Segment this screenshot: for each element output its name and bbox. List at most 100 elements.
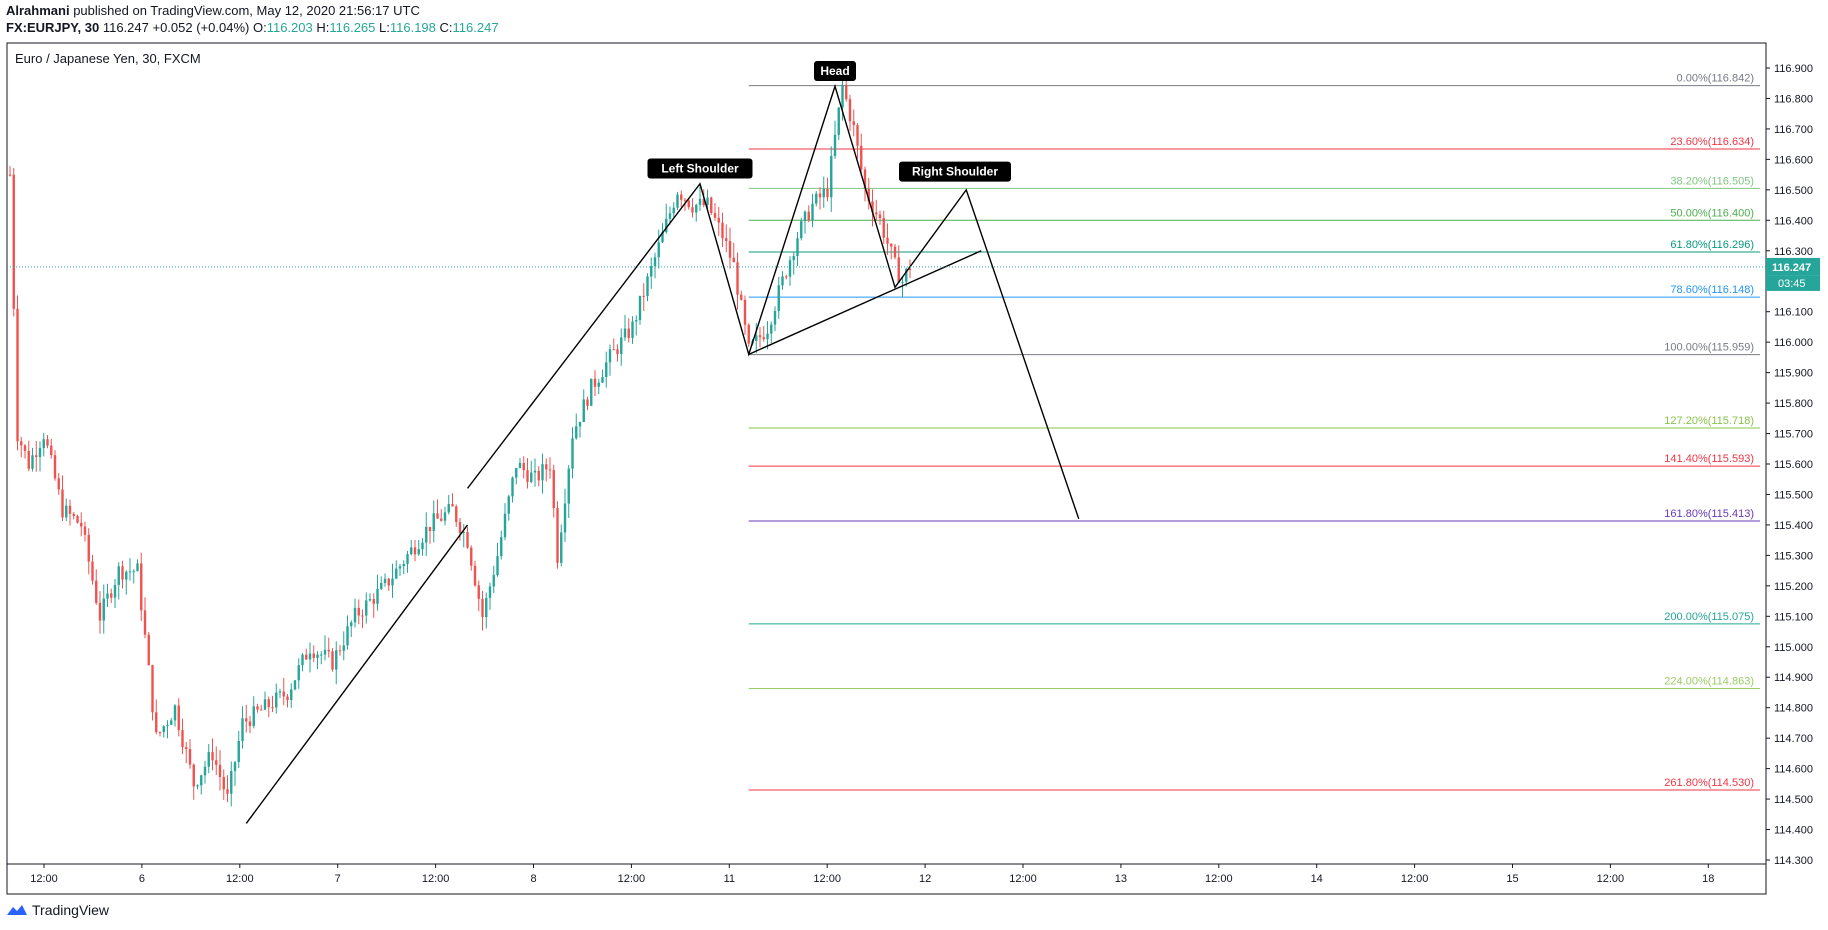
fib-label: 224.00%(114.863) [1664, 676, 1754, 688]
candle-body [72, 513, 75, 517]
candle-body [196, 785, 199, 787]
candle-body [732, 257, 735, 263]
candle-body [361, 615, 364, 617]
price-tick-label: 115.400 [1774, 520, 1813, 532]
candle-body [275, 692, 278, 708]
candle-body [263, 699, 267, 710]
candle-body [713, 213, 717, 218]
candle-body [492, 575, 495, 587]
time-axis[interactable]: 12:00 6 12:00 7 12:00 8 12:00 11 12:00 12 12:00 13 1… [30, 864, 1714, 885]
candle-body [38, 448, 42, 457]
candle-body [425, 526, 428, 543]
candle-body [80, 522, 83, 527]
candle-body [578, 421, 582, 427]
candle-body [631, 321, 634, 338]
pattern-labels: Left Shoulder Head Right Shoulder [647, 61, 1011, 182]
candle-body [605, 362, 608, 378]
candle-body [728, 241, 732, 258]
author-name[interactable]: Alrahmani [6, 3, 70, 18]
candle-body [500, 537, 503, 557]
candle-body [575, 426, 578, 439]
candle-body [860, 145, 863, 170]
price-tick-label: 116.300 [1774, 246, 1813, 258]
candle-body [207, 752, 210, 767]
candle-body [642, 295, 645, 297]
candle-body [230, 771, 233, 794]
candle-body [781, 276, 784, 286]
candle-body [421, 542, 424, 550]
candle-body [406, 554, 409, 564]
candle-body [200, 775, 203, 786]
candle-body [766, 333, 769, 340]
last-price-tag [1766, 257, 1820, 276]
candle-body [320, 654, 323, 656]
candle-body [451, 504, 454, 507]
candle-body [522, 462, 525, 471]
candle-body [155, 712, 158, 733]
candle-body [68, 505, 72, 514]
candle-body [466, 531, 469, 548]
candle-body [470, 547, 473, 566]
candle-body [57, 478, 60, 490]
candle-body [560, 532, 563, 563]
candle-body [256, 706, 259, 710]
price-tick-label: 115.900 [1774, 368, 1813, 380]
candle-body [27, 450, 30, 469]
candle-body [312, 653, 315, 658]
candle-body [102, 598, 105, 621]
candle-body [443, 512, 447, 521]
candle-body [893, 246, 897, 258]
fib-label: 200.00%(115.075) [1664, 611, 1754, 623]
tradingview-brand[interactable]: TradingView [6, 902, 109, 918]
pattern-label-box [647, 158, 753, 179]
low-value: 116.198 [389, 20, 436, 35]
candle-body [136, 563, 139, 572]
candle-body [192, 764, 195, 787]
candle-body [46, 439, 49, 446]
candle-body [683, 199, 687, 201]
time-tick-label: 11 [724, 873, 735, 885]
fib-label: 100.00%(115.959) [1664, 342, 1754, 354]
time-tick-label: 12:00 [422, 873, 450, 885]
candle-body [488, 586, 492, 598]
candle-body [886, 237, 889, 244]
candle-body [563, 503, 567, 533]
price-tick-label: 115.200 [1774, 581, 1813, 593]
candle-body [507, 496, 510, 514]
time-tick-label: 8 [530, 873, 536, 885]
candle-body [623, 328, 627, 338]
time-tick-label: 15 [1506, 873, 1518, 885]
candle-body [582, 399, 585, 422]
symbol-name[interactable]: FX:EURJPY, 30 [6, 20, 100, 35]
candle-body [833, 134, 837, 157]
candle-body [908, 268, 912, 270]
candle-body [278, 691, 282, 693]
publisher-line: Alrahmani published on TradingView.com, … [6, 3, 420, 19]
candle-body [878, 214, 882, 219]
candle-body [518, 462, 522, 468]
candle-body [871, 201, 874, 213]
price-tick-label: 115.800 [1774, 398, 1813, 410]
candle-body [158, 732, 162, 734]
countdown-tag-text: 03:45 [1778, 278, 1806, 290]
candle-body [376, 588, 379, 604]
candle-body [293, 680, 297, 690]
candle-body [50, 445, 53, 456]
candle-body [627, 328, 630, 338]
price-tick-label: 116.600 [1774, 154, 1813, 166]
candle-body [481, 598, 484, 618]
candle-body [665, 218, 668, 233]
candle-body [185, 747, 188, 750]
time-tick-label: 12:00 [30, 873, 58, 885]
candle-body [65, 505, 68, 518]
time-tick-label: 12:00 [226, 873, 254, 885]
candle-body [758, 335, 762, 338]
candle-body [905, 268, 908, 282]
candle-body [571, 438, 574, 469]
candle-body [612, 349, 615, 351]
price-axis[interactable]: 114.300 114.400 114.500 114.600 114.700 114.8… [1766, 63, 1813, 867]
time-tick-label: 14 [1311, 873, 1323, 885]
candle-body [672, 207, 675, 214]
fib-label: 141.40%(115.593) [1664, 453, 1754, 465]
